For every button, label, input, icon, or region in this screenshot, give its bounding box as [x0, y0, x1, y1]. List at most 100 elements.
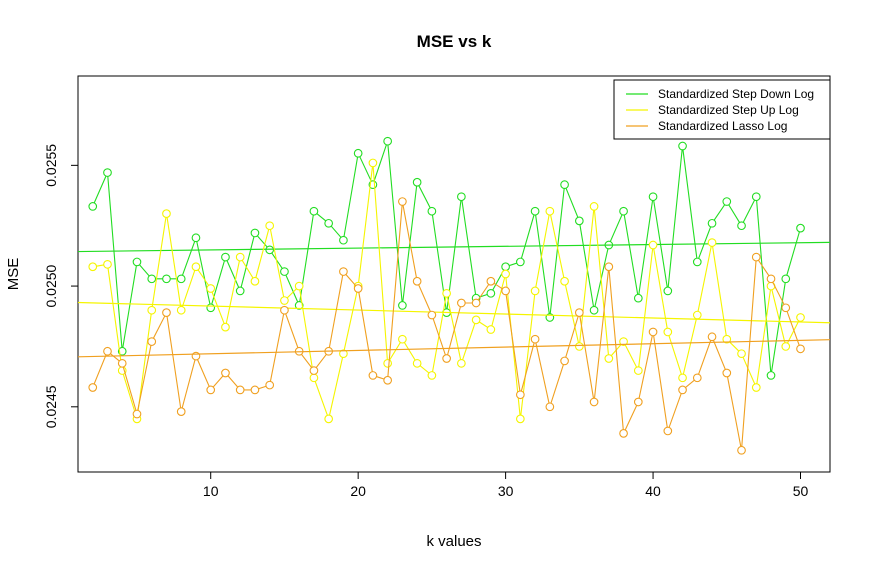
data-point — [722, 197, 732, 206]
data-point — [265, 221, 275, 231]
data-point — [294, 281, 304, 291]
data-point — [221, 368, 230, 378]
data-point — [678, 141, 687, 151]
data-point — [309, 206, 319, 216]
data-point — [235, 252, 245, 262]
data-point — [147, 337, 157, 346]
x-axis: 10 20 30 40 50 — [203, 471, 809, 499]
data-point — [206, 303, 216, 313]
data-point — [560, 180, 569, 190]
data-point — [309, 366, 319, 375]
data-point — [412, 276, 422, 286]
data-point — [501, 269, 510, 279]
chart-title: MSE vs k — [417, 32, 492, 51]
data-point — [471, 315, 481, 325]
data-point — [619, 206, 628, 216]
y-tick-label: 0.0245 — [43, 385, 59, 428]
data-point — [751, 192, 761, 202]
data-point — [796, 313, 805, 322]
legend: Standardized Step Down Log Standardized … — [613, 79, 831, 140]
data-point — [663, 426, 673, 436]
data-point — [574, 308, 584, 317]
data-point — [545, 402, 555, 412]
data-point — [574, 216, 584, 226]
data-point — [280, 305, 289, 315]
data-point — [132, 257, 142, 267]
data-point — [516, 414, 525, 424]
data-point — [383, 358, 392, 368]
data-point — [707, 332, 717, 342]
data-point — [339, 349, 348, 359]
data-point — [633, 293, 643, 303]
data-point — [280, 296, 289, 305]
legend-label-lasso: Standardized Lasso Log — [658, 119, 787, 133]
data-point — [530, 206, 540, 216]
series-step-up — [77, 158, 831, 424]
data-point — [235, 286, 245, 296]
data-point — [796, 223, 805, 233]
data-point — [191, 233, 201, 243]
data-point — [398, 197, 407, 206]
data-point — [619, 429, 628, 438]
series-lasso — [77, 197, 831, 455]
legend-label-step-up: Standardized Step Up Log — [658, 103, 799, 117]
data-point — [678, 385, 687, 395]
legend-box — [613, 79, 831, 140]
data-point — [737, 221, 746, 231]
data-point — [339, 267, 348, 276]
data-point — [250, 385, 260, 395]
trend-line — [77, 339, 831, 358]
data-point — [294, 301, 304, 310]
data-point — [722, 368, 732, 378]
data-point — [206, 284, 216, 293]
data-point — [324, 414, 334, 424]
series-line — [92, 141, 802, 376]
data-point — [265, 380, 275, 390]
data-point — [648, 192, 658, 202]
data-point — [486, 288, 496, 298]
data-point — [412, 177, 422, 187]
data-point — [737, 445, 746, 455]
data-point — [88, 202, 98, 211]
data-point — [751, 252, 761, 262]
data-point — [501, 262, 510, 272]
data-point — [589, 202, 599, 211]
data-point — [309, 373, 319, 383]
data-point — [471, 298, 481, 308]
data-point — [619, 337, 628, 346]
data-point — [501, 286, 510, 296]
data-point — [589, 305, 599, 315]
data-point — [530, 334, 540, 344]
data-point — [457, 298, 466, 308]
data-point — [457, 192, 466, 202]
data-point — [250, 276, 260, 286]
data-point — [486, 276, 496, 286]
data-point — [427, 310, 437, 320]
data-point — [398, 301, 407, 310]
data-point — [796, 344, 805, 354]
data-point — [722, 334, 732, 344]
data-point — [574, 342, 584, 351]
x-axis-label: k values — [426, 533, 481, 550]
data-point — [132, 409, 142, 419]
data-point — [368, 158, 378, 168]
data-point — [560, 276, 569, 286]
series-step-down — [77, 136, 831, 380]
data-point — [147, 305, 157, 315]
data-point — [427, 371, 437, 380]
x-tick-label: 10 — [203, 483, 219, 499]
x-tick-label: 30 — [498, 483, 514, 499]
data-point — [412, 358, 422, 368]
data-point — [751, 383, 761, 392]
data-point — [147, 274, 157, 284]
data-point — [103, 168, 112, 177]
data-point — [516, 257, 525, 267]
data-point — [221, 252, 230, 262]
data-point — [88, 383, 98, 392]
data-point — [486, 325, 496, 334]
data-point — [442, 288, 451, 298]
data-point — [442, 354, 451, 363]
data-point — [781, 274, 791, 284]
data-point — [692, 373, 702, 383]
data-point — [88, 262, 98, 272]
